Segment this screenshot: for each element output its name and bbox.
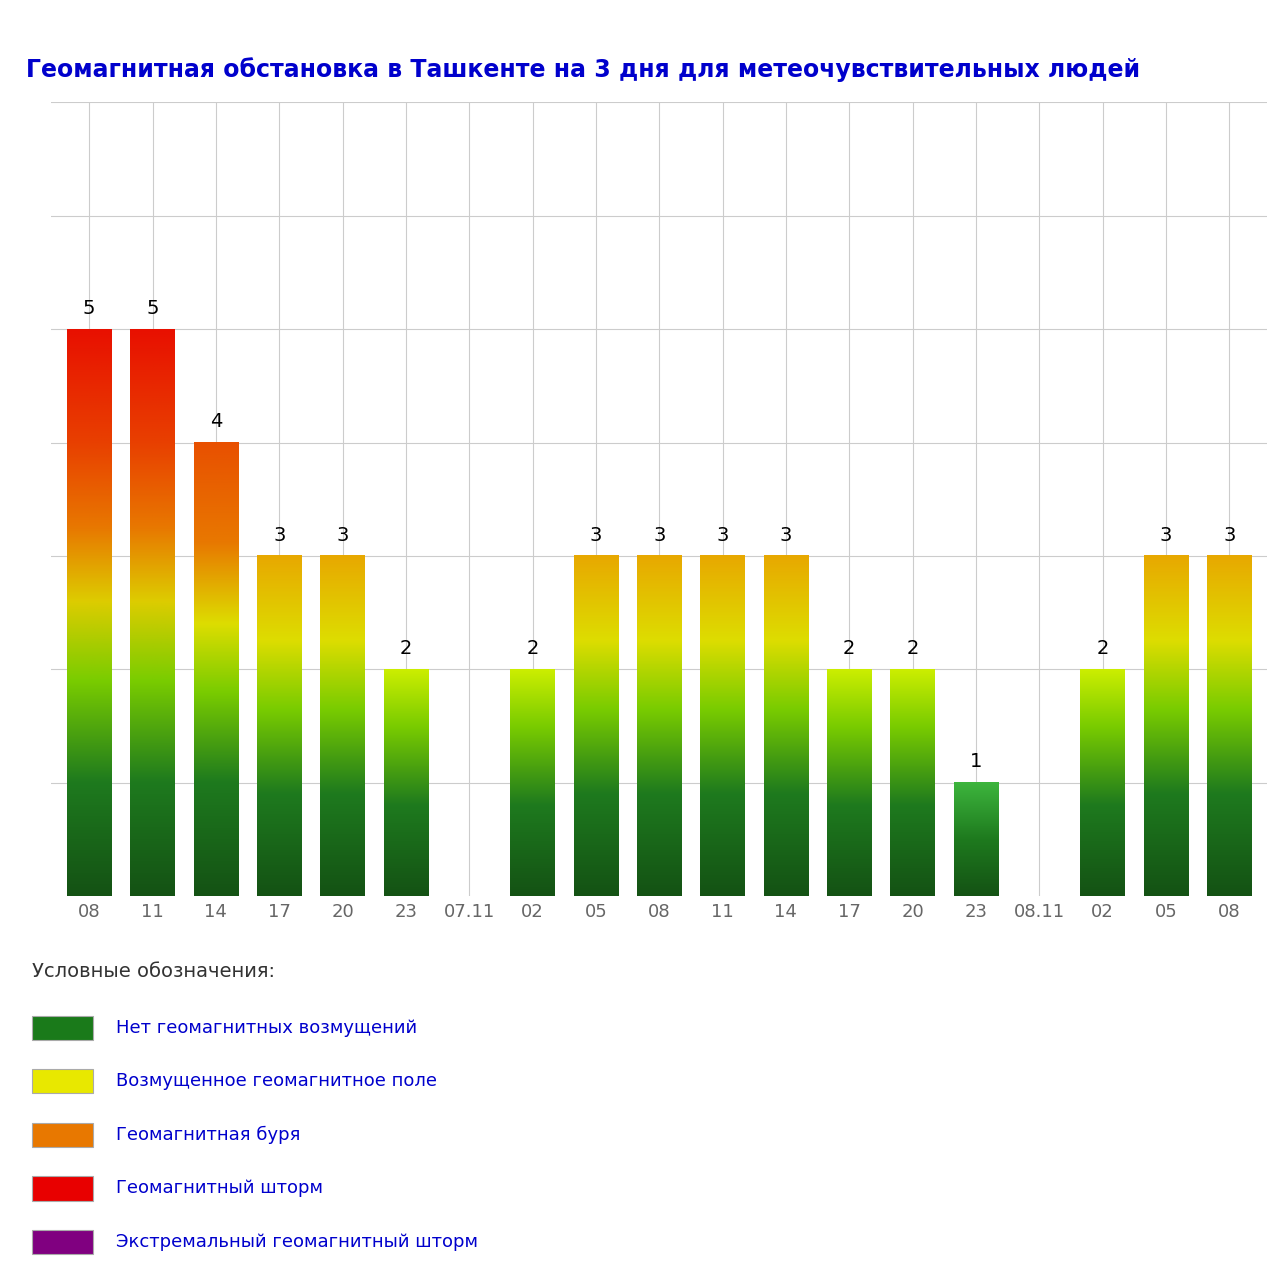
Text: 4: 4 <box>210 412 221 431</box>
Text: 3: 3 <box>273 526 285 544</box>
Text: 5: 5 <box>83 298 96 317</box>
Text: 3: 3 <box>1160 526 1172 544</box>
Text: 3: 3 <box>337 526 348 544</box>
Text: 3: 3 <box>1222 526 1235 544</box>
Text: Геомагнитная обстановка в Ташкенте на 3 дня для метеочувствительных людей: Геомагнитная обстановка в Ташкенте на 3 … <box>26 58 1139 82</box>
Text: Условные обозначения:: Условные обозначения: <box>32 963 275 980</box>
Text: 2: 2 <box>1097 639 1108 658</box>
Text: 3: 3 <box>653 526 666 544</box>
Text: 5: 5 <box>146 298 159 317</box>
Text: 2: 2 <box>906 639 919 658</box>
Bar <box>32 1123 93 1147</box>
Text: 3: 3 <box>780 526 792 544</box>
Text: 2: 2 <box>399 639 412 658</box>
Bar <box>32 1230 93 1254</box>
Text: 2: 2 <box>844 639 855 658</box>
Text: Возмущенное геомагнитное поле: Возмущенное геомагнитное поле <box>116 1073 438 1091</box>
Text: Нет геомагнитных возмущений: Нет геомагнитных возмущений <box>116 1019 417 1037</box>
Text: Геомагнитный шторм: Геомагнитный шторм <box>116 1179 324 1197</box>
Text: 1: 1 <box>970 753 982 772</box>
Text: 2: 2 <box>526 639 539 658</box>
Text: 3: 3 <box>717 526 728 544</box>
Bar <box>32 1176 93 1201</box>
Text: 3: 3 <box>590 526 602 544</box>
Bar <box>32 1015 93 1039</box>
Text: Экстремальный геомагнитный шторм: Экстремальный геомагнитный шторм <box>116 1233 479 1251</box>
Bar <box>32 1069 93 1093</box>
Text: Геомагнитная буря: Геомагнитная буря <box>116 1125 301 1144</box>
